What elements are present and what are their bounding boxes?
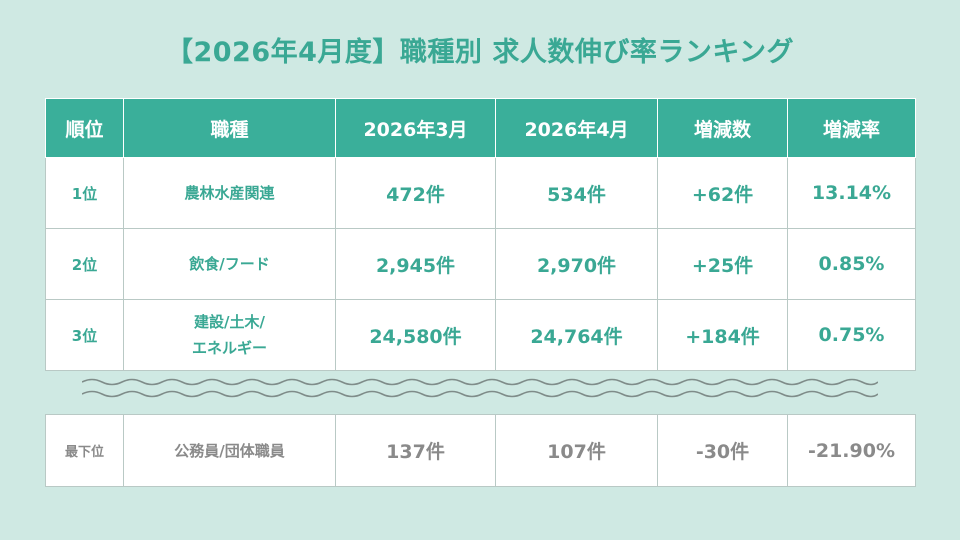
- job-name-line2: エネルギー: [191, 339, 267, 357]
- header-march: 2026年3月: [335, 98, 496, 158]
- header-april: 2026年4月: [495, 98, 658, 158]
- table-row: 2位 飲食/フード 2,945件 2,970件 +25件 0.85%: [45, 228, 916, 300]
- table-header-row: 順位 職種 2026年3月 2026年4月 増減数 増減率: [45, 98, 916, 158]
- april-cell: 107件: [495, 414, 658, 487]
- job-name: 飲食/フード: [189, 255, 270, 273]
- table-row: 1位 農林水産関連 472件 534件 +62件 13.14%: [45, 157, 916, 229]
- job-name: 農林水産関連: [184, 184, 275, 202]
- page-title: 【2026年4月度】職種別 求人数伸び率ランキング: [165, 37, 795, 68]
- job-name-line1: 建設/土木/: [194, 313, 265, 331]
- ranking-table: 順位 職種 2026年3月 2026年4月 増減数 増減率 1位 農林水産関連 …: [45, 98, 916, 371]
- rank-cell: 1位: [45, 157, 124, 229]
- rate-cell: 0.85%: [787, 228, 916, 300]
- march-cell: 137件: [335, 414, 496, 487]
- header-rate: 増減率: [787, 98, 916, 158]
- rate-cell: 0.75%: [787, 299, 916, 371]
- header-job: 職種: [123, 98, 336, 158]
- rank-cell: 最下位: [45, 414, 124, 487]
- diff-cell: +62件: [657, 157, 788, 229]
- diff-cell: +184件: [657, 299, 788, 371]
- march-cell: 24,580件: [335, 299, 496, 371]
- bottom-rank-table: 最下位 公務員/団体職員 137件 107件 -30件 -21.90%: [45, 414, 916, 487]
- diff-cell: -30件: [657, 414, 788, 487]
- april-cell: 534件: [495, 157, 658, 229]
- job-cell: 飲食/フード: [123, 228, 336, 300]
- march-cell: 472件: [335, 157, 496, 229]
- wave-divider: [82, 378, 878, 398]
- rate-cell: -21.90%: [787, 414, 916, 487]
- rank-cell: 2位: [45, 228, 124, 300]
- table-row: 最下位 公務員/団体職員 137件 107件 -30件 -21.90%: [45, 414, 916, 487]
- header-diff: 増減数: [657, 98, 788, 158]
- header-rank: 順位: [45, 98, 124, 158]
- job-cell: 建設/土木/ エネルギー: [123, 299, 336, 371]
- rank-cell: 3位: [45, 299, 124, 371]
- job-name: 公務員/団体職員: [174, 441, 285, 460]
- job-cell: 農林水産関連: [123, 157, 336, 229]
- march-cell: 2,945件: [335, 228, 496, 300]
- job-cell: 公務員/団体職員: [123, 414, 336, 487]
- rate-cell: 13.14%: [787, 157, 916, 229]
- table-row: 3位 建設/土木/ エネルギー 24,580件 24,764件 +184件 0.…: [45, 299, 916, 371]
- april-cell: 24,764件: [495, 299, 658, 371]
- april-cell: 2,970件: [495, 228, 658, 300]
- diff-cell: +25件: [657, 228, 788, 300]
